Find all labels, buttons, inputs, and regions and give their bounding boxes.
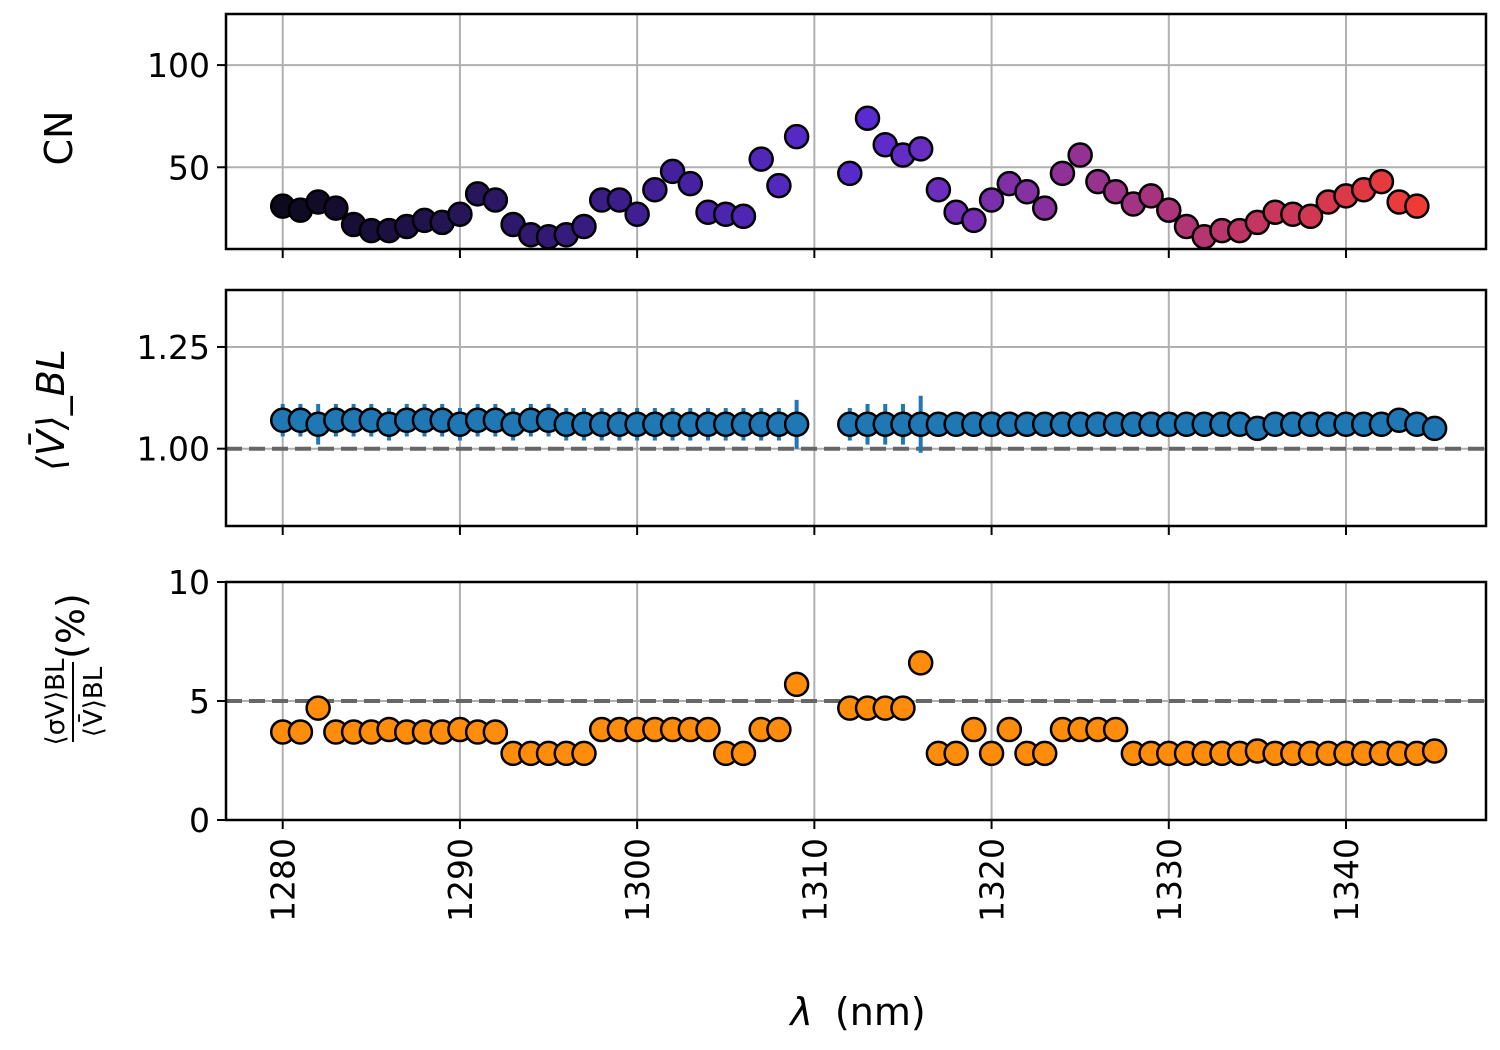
cn-data-point [730, 203, 757, 230]
x-tick-label: 1340 [1327, 838, 1366, 922]
ratio-axes-frame [224, 580, 1488, 822]
cn-data-point [447, 201, 473, 228]
ratio-ylabel-numerator: ⟨σV⟩BL [41, 658, 71, 745]
vbar-axes-frame [224, 288, 1488, 528]
cn-data-point [766, 172, 792, 199]
x-tick-label: 1280 [264, 838, 303, 922]
vbar-data-point [783, 411, 810, 438]
ratio-data-point [943, 740, 969, 767]
ratio-ytick-label: 5 [189, 682, 210, 721]
ratio-data-point [1421, 738, 1448, 764]
vbar-panel: 1.00 1.25 [137, 288, 1488, 535]
ratio-data-point [907, 650, 934, 676]
ratio-ylabel-unit: (%) [49, 593, 93, 659]
cn-data-point [907, 136, 934, 162]
cn-data-point [482, 187, 509, 213]
cn-data-point [606, 187, 633, 213]
cn-data-point [1067, 142, 1093, 168]
x-tick-label: 1300 [618, 838, 657, 922]
vbar-data-point [1421, 415, 1448, 442]
vbar-ytick-label: 1.00 [137, 430, 210, 469]
ratio-data-point [482, 719, 509, 745]
cn-data-point [961, 207, 987, 234]
cn-axes-frame [224, 12, 1488, 251]
cn-data-point [1404, 193, 1430, 219]
cn-data-point [1368, 168, 1395, 195]
vbar-ylabel: ⟨V̄⟩_BL [29, 349, 73, 471]
cn-ytick-label: 50 [168, 148, 210, 187]
x-axis-unit: (nm) [835, 990, 926, 1034]
cn-ytick-label: 100 [147, 46, 210, 85]
ratio-ytick-label: 10 [168, 563, 210, 602]
ratio-data-point [961, 716, 987, 743]
cn-data-point [677, 170, 704, 197]
cn-data-point [1031, 195, 1058, 221]
ratio-data-point [730, 740, 757, 767]
cn-data-point [571, 213, 597, 240]
ratio-data-point [766, 716, 792, 743]
ratio-data-point [890, 695, 916, 721]
cn-data-point [642, 176, 668, 203]
ratio-data-point [571, 740, 597, 767]
cn-data-point [1102, 179, 1129, 205]
x-tick-label: 1310 [795, 838, 834, 922]
vbar-ytick-label: 1.25 [137, 328, 210, 367]
cn-data-point [837, 160, 863, 187]
cn-data-point [1156, 197, 1182, 223]
ratio-ytick-label: 0 [189, 801, 210, 840]
x-axis-symbol: λ [788, 990, 813, 1034]
ratio-data-point [978, 740, 1005, 767]
cn-data-point [748, 146, 774, 172]
cn-data-point [659, 158, 686, 185]
ratio-ylabel: ⟨σV⟩BL ⟨V̄⟩BL (%) [41, 593, 109, 745]
cn-data-point [1049, 160, 1076, 187]
cn-data-point [1014, 179, 1040, 205]
cn-data-point [854, 105, 881, 131]
ratio-panel: 0 5 10 1280 1290 1300 1310 1320 1330 1340 [168, 563, 1488, 922]
ratio-ylabel-denominator: ⟨V̄⟩BL [77, 666, 109, 737]
ratio-data-point [287, 719, 314, 745]
ratio-data-point [695, 716, 721, 743]
cn-data-point [978, 187, 1005, 213]
cn-data-point [925, 176, 952, 203]
ratio-data-point [783, 671, 810, 698]
ratio-data-point [996, 716, 1023, 743]
ratio-data-point [1102, 716, 1129, 743]
cn-data-point [624, 201, 650, 228]
x-tick-label: 1320 [973, 838, 1012, 922]
cn-data-point [1138, 183, 1164, 209]
cn-panel: 50 100 [147, 12, 1488, 258]
cn-ylabel: CN [37, 111, 81, 166]
cn-data-point [323, 195, 349, 221]
ratio-data-point [305, 695, 331, 721]
x-tick-label: 1290 [441, 838, 480, 922]
cn-data-point [783, 123, 810, 150]
x-axis-label: λ (nm) [788, 990, 925, 1034]
ratio-data-point [1031, 740, 1058, 767]
x-tick-label: 1330 [1150, 838, 1189, 922]
cn-data-point [1297, 203, 1324, 230]
